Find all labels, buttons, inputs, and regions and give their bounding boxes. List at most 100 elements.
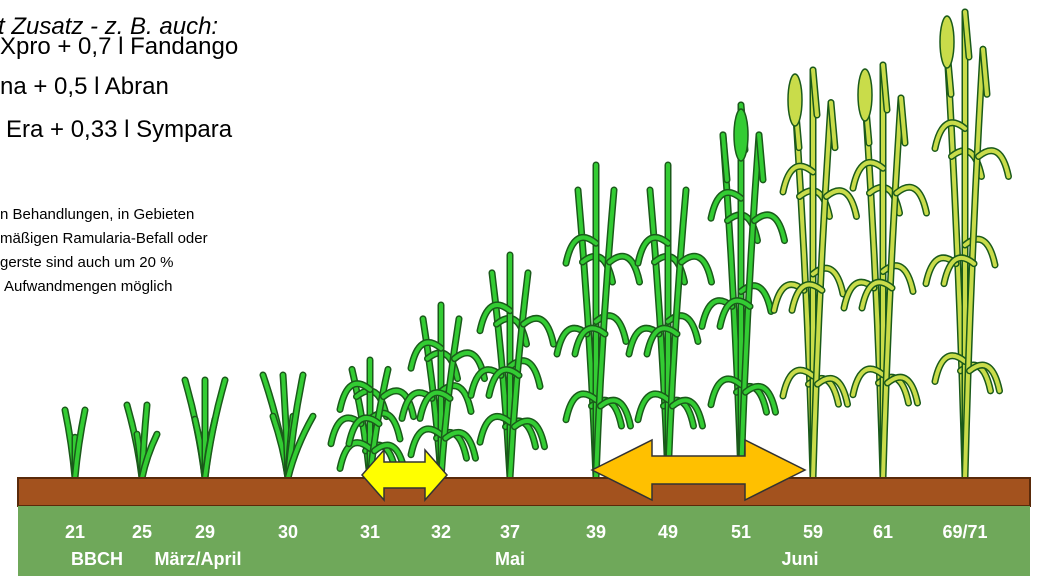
period-label: Mai xyxy=(495,549,525,569)
plant xyxy=(564,392,598,422)
plant xyxy=(286,414,315,480)
header-line: Xpro + 0,7 l Fandango xyxy=(0,33,238,60)
stage-label: 25 xyxy=(132,522,152,542)
plant xyxy=(942,256,976,286)
plant xyxy=(580,254,615,285)
note-line: n Behandlungen, in Gebieten xyxy=(0,206,194,223)
plant xyxy=(981,47,989,97)
arrow-orange xyxy=(590,438,807,502)
plant xyxy=(607,254,642,285)
plant xyxy=(811,266,845,296)
plant xyxy=(881,63,889,112)
plant xyxy=(645,326,679,357)
plant xyxy=(709,190,743,221)
plant xyxy=(73,408,87,480)
plant xyxy=(512,419,547,449)
plant xyxy=(418,390,452,421)
plant xyxy=(573,326,607,357)
plant xyxy=(666,313,700,344)
plant xyxy=(338,381,372,412)
arrow-yellow xyxy=(361,448,448,502)
plant xyxy=(564,235,598,266)
stage-label: 51 xyxy=(731,522,751,542)
plant xyxy=(811,68,819,117)
stage-labels: 21 25 29 30 31 32 37 39 49 51 59 61 69/71 xyxy=(65,522,988,542)
plant xyxy=(494,316,529,347)
plant xyxy=(797,188,832,219)
plant xyxy=(478,303,512,333)
plant xyxy=(425,351,460,381)
plant xyxy=(409,427,443,457)
plant xyxy=(594,313,628,344)
plant xyxy=(718,298,752,329)
plant xyxy=(743,384,778,415)
plant xyxy=(670,398,705,429)
plant xyxy=(140,432,159,480)
plant xyxy=(949,148,984,179)
plant xyxy=(851,160,885,191)
plant xyxy=(885,375,920,406)
plant xyxy=(752,213,787,243)
stage-label: 32 xyxy=(431,522,451,542)
header-line: Era + 0,33 l Sympara xyxy=(6,116,233,143)
ear xyxy=(733,108,749,162)
plant xyxy=(894,185,929,216)
stage-band xyxy=(18,506,1030,576)
plant xyxy=(521,316,556,347)
plant xyxy=(815,376,850,407)
note-line: mäßigen Ramularia-Befall oder xyxy=(0,230,208,247)
plant xyxy=(829,100,837,150)
plant xyxy=(781,368,815,398)
stage-label: 39 xyxy=(586,522,606,542)
note-line: Aufwandmengen möglich xyxy=(4,278,172,295)
plant xyxy=(203,378,227,480)
ear xyxy=(939,15,955,69)
soil xyxy=(17,477,1031,507)
plant xyxy=(709,377,743,407)
plant xyxy=(347,416,381,446)
plant xyxy=(967,363,1002,393)
plants xyxy=(56,8,1012,495)
plant xyxy=(781,164,815,194)
plant xyxy=(478,414,512,445)
plant xyxy=(976,148,1011,179)
header-title: t Zusatz - z. B. auch: xyxy=(0,13,218,40)
plant xyxy=(899,96,907,146)
ear xyxy=(857,68,873,122)
plant xyxy=(652,254,687,285)
plant xyxy=(636,392,670,422)
plant xyxy=(851,367,885,397)
plant xyxy=(824,188,859,219)
plant xyxy=(725,213,760,243)
plant xyxy=(679,254,714,285)
plant xyxy=(933,353,967,384)
period-label: BBCH xyxy=(71,549,123,569)
stage-label: 29 xyxy=(195,522,215,542)
stage-label: 69/71 xyxy=(942,522,987,542)
plant xyxy=(409,340,443,371)
stage-label: 31 xyxy=(360,522,380,542)
plant xyxy=(963,10,971,59)
header-line: na + 0,5 l Abran xyxy=(0,73,169,100)
stage-label: 30 xyxy=(278,522,298,542)
plant xyxy=(881,263,915,294)
stage-label: 59 xyxy=(803,522,823,542)
plant xyxy=(963,237,997,267)
plant xyxy=(933,120,967,151)
plant xyxy=(508,358,542,389)
plant xyxy=(381,388,416,419)
plant xyxy=(739,283,773,314)
plant xyxy=(487,367,521,398)
stage-label: 21 xyxy=(65,522,85,542)
stage-label: 37 xyxy=(500,522,520,542)
plant xyxy=(860,280,894,311)
plant xyxy=(439,383,473,414)
note-line: gerste sind auch um 20 % xyxy=(0,254,173,271)
plant xyxy=(598,398,633,429)
plant xyxy=(721,132,729,182)
period-label: Juni xyxy=(781,549,818,569)
stage-label: 61 xyxy=(873,522,893,542)
arrows xyxy=(361,438,807,502)
plant xyxy=(636,235,670,266)
